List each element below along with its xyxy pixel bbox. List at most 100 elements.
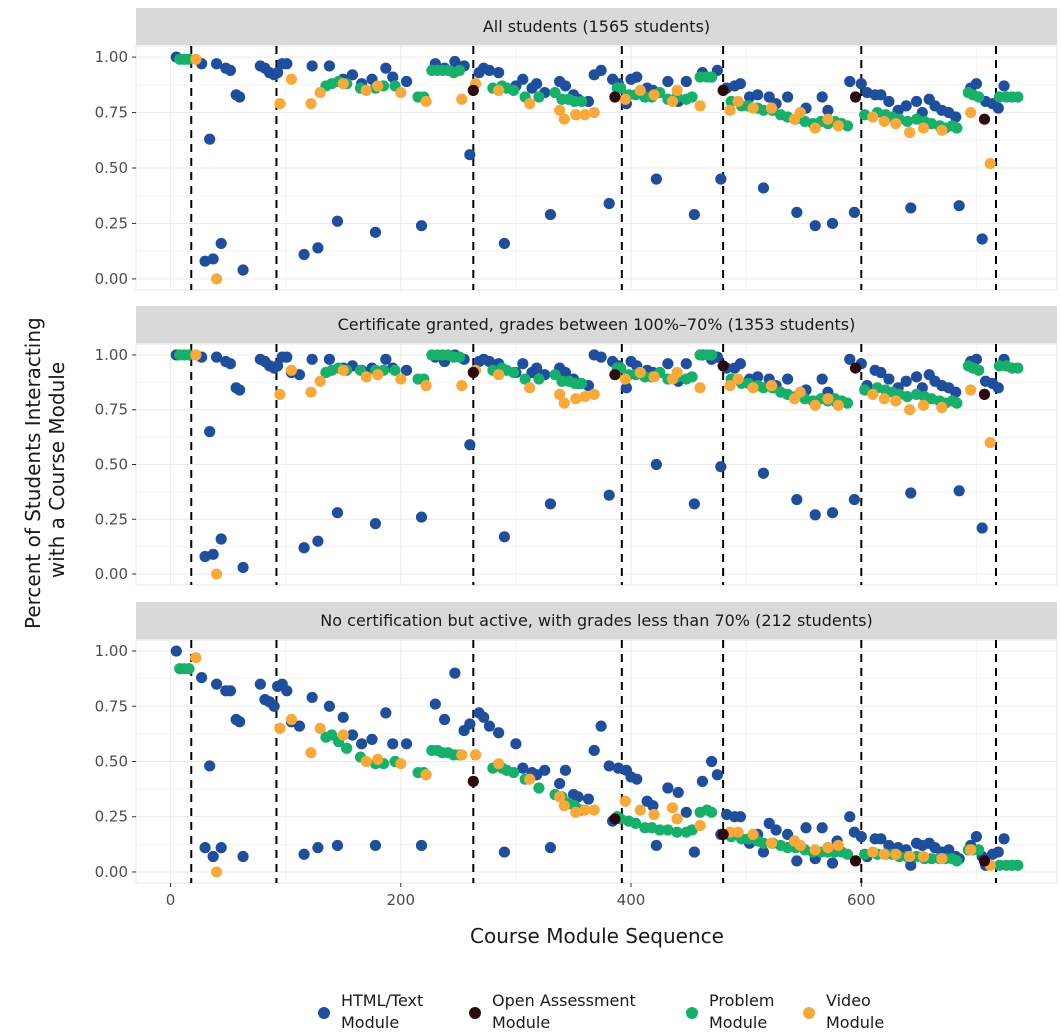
data-point-open <box>609 813 621 825</box>
data-point-html <box>875 833 887 845</box>
data-point-html <box>207 548 219 560</box>
data-point-video <box>554 104 566 116</box>
y-tick-label: 0.00 <box>95 270 128 288</box>
y-tick-label: 0.75 <box>95 104 128 122</box>
y-axis-title-line-2: with a Course Module <box>45 362 69 578</box>
y-tick-label: 0.25 <box>95 510 128 528</box>
data-point-html <box>517 762 529 774</box>
data-point-video <box>360 371 372 383</box>
data-point-video <box>554 388 566 400</box>
data-point-html <box>312 842 324 854</box>
data-point-problem <box>841 120 854 132</box>
data-point-html <box>943 844 955 856</box>
data-point-video <box>420 769 432 781</box>
data-point-html <box>312 535 324 547</box>
data-point-html <box>782 91 794 103</box>
data-point-html <box>312 242 324 254</box>
data-point-video <box>732 826 744 838</box>
data-point-problem <box>901 390 913 403</box>
data-point-html <box>449 55 461 68</box>
data-point-html <box>757 182 770 194</box>
data-point-problem <box>630 817 642 829</box>
data-point-video <box>747 382 759 394</box>
data-point-html <box>595 720 607 732</box>
data-point-html <box>770 824 782 836</box>
data-point-html <box>791 493 803 506</box>
data-point-video <box>648 89 660 101</box>
data-point-video <box>809 122 821 134</box>
data-point-html <box>204 133 216 145</box>
data-point-html <box>559 366 572 379</box>
data-point-html <box>900 100 912 112</box>
series-video <box>190 53 996 285</box>
data-point-html <box>998 80 1010 92</box>
data-point-open <box>978 855 991 867</box>
panel-1: All students (1565 students) 0.00 0.25 0.50… <box>95 8 1058 291</box>
panel-3: No certification but active, with grades… <box>95 602 1058 884</box>
data-point-video <box>747 828 759 841</box>
data-point-html <box>595 351 607 363</box>
data-point-html <box>953 200 965 212</box>
data-point-problem <box>575 377 588 390</box>
data-point-html <box>844 75 856 88</box>
data-point-html <box>631 71 643 83</box>
data-point-html <box>603 760 615 772</box>
y-tick-label: 0.50 <box>95 456 128 474</box>
data-point-video <box>666 802 679 814</box>
data-point-html <box>910 95 923 108</box>
data-point-video <box>666 95 679 108</box>
data-point-html <box>620 382 633 394</box>
data-point-html <box>680 806 692 818</box>
data-point-video <box>493 84 505 96</box>
data-point-video <box>917 399 930 411</box>
data-point-video <box>634 804 646 816</box>
data-point-video <box>314 722 326 734</box>
data-point-html <box>822 104 834 116</box>
data-point-html <box>237 264 249 276</box>
legend-item-html: HTML/Text Module <box>318 991 423 1032</box>
y-tick-label: 0.50 <box>95 159 128 177</box>
data-point-html <box>905 487 917 499</box>
data-point-video <box>832 839 844 852</box>
data-point-video <box>190 652 202 664</box>
data-point-html <box>196 671 208 684</box>
data-point-video <box>420 380 432 392</box>
data-point-problem <box>508 766 520 779</box>
data-point-video <box>648 371 660 383</box>
data-point-html <box>826 217 839 230</box>
data-point-html <box>298 542 310 554</box>
data-point-video <box>634 84 646 96</box>
data-point-video <box>694 819 706 832</box>
data-point-problem <box>706 806 718 818</box>
data-point-html <box>544 842 557 854</box>
data-point-html <box>254 678 266 690</box>
data-point-video <box>936 124 948 136</box>
data-point-html <box>662 75 674 88</box>
legend-item-open: Open Assessment Module <box>469 991 636 1032</box>
data-point-html <box>323 700 336 712</box>
data-point-video <box>867 388 879 400</box>
legend-label: Problem <box>709 991 774 1010</box>
data-point-html <box>298 248 310 261</box>
data-point-html <box>559 80 572 92</box>
data-point-problem <box>326 729 338 741</box>
data-point-video <box>456 93 468 105</box>
data-point-html <box>734 811 747 823</box>
data-point-video <box>747 102 759 114</box>
data-point-problem <box>706 71 718 83</box>
data-point-open <box>717 360 729 372</box>
data-point-html <box>478 711 490 723</box>
data-point-html <box>346 729 359 741</box>
data-point-html <box>688 208 700 221</box>
data-point-html <box>464 718 476 730</box>
data-point-video <box>285 73 298 85</box>
legend-label: Module <box>826 1013 884 1032</box>
data-point-html <box>483 720 496 732</box>
data-point-html <box>438 713 451 726</box>
data-point-problem <box>686 371 698 383</box>
data-point-video <box>648 808 660 821</box>
data-point-html <box>992 846 1004 858</box>
data-point-video <box>794 839 806 852</box>
data-point-video <box>671 84 683 96</box>
